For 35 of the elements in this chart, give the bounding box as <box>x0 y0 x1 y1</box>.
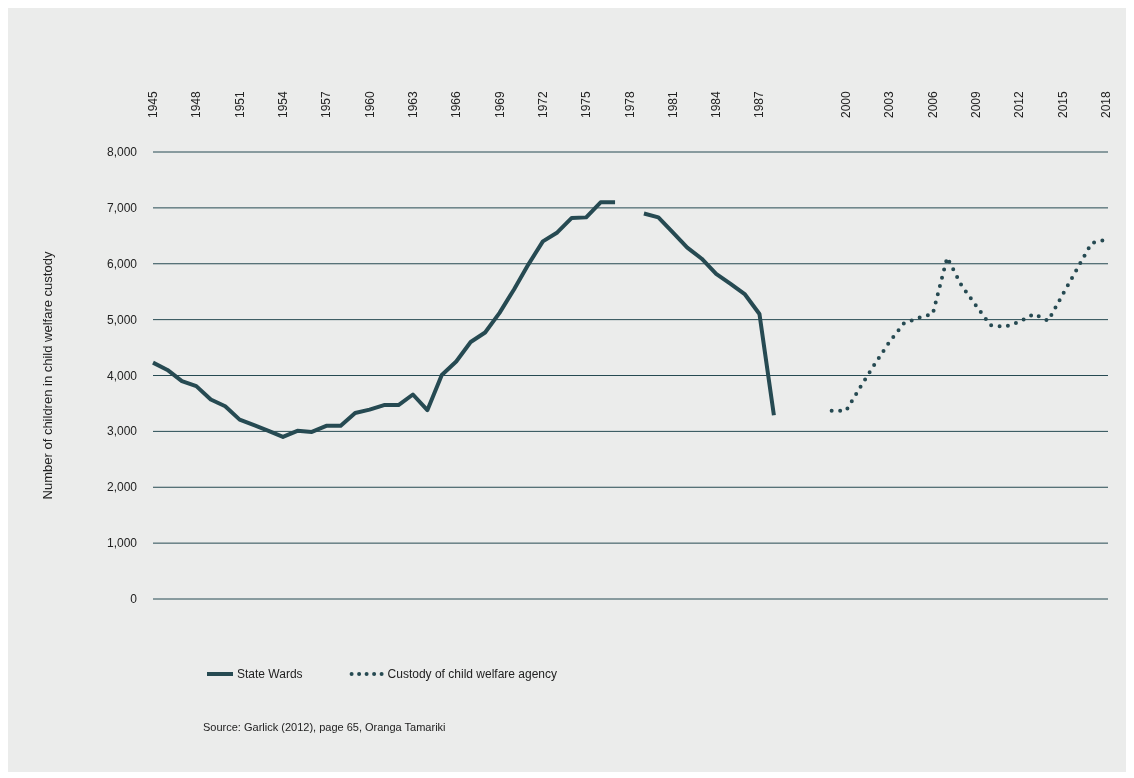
x-tick-label: 1987 <box>752 90 767 118</box>
x-tick-label: 2003 <box>882 90 897 118</box>
y-tick-label: 3,000 <box>106 424 138 439</box>
x-tick-label: 1978 <box>622 90 637 118</box>
x-tick-label: 2018 <box>1099 90 1113 118</box>
y-tick-label: 2,000 <box>106 480 138 495</box>
y-tick-label: 4,000 <box>106 368 138 383</box>
x-tick-label: 1960 <box>362 90 377 118</box>
x-tick-label: 1951 <box>232 90 247 118</box>
x-tick-label: 1945 <box>146 90 160 118</box>
x-tick-label: 1969 <box>492 90 507 118</box>
x-tick-label: 2006 <box>925 90 940 118</box>
x-tick-label: 2000 <box>839 90 854 118</box>
x-tick-label: 2012 <box>1012 90 1027 118</box>
x-tick-label: 1972 <box>535 90 550 118</box>
x-tick-label: 1966 <box>449 90 464 118</box>
y-tick-label: 8,000 <box>106 145 138 159</box>
x-tick-label: 1975 <box>579 90 594 118</box>
y-axis-title: Number of children in child welfare custody <box>40 251 55 500</box>
y-tick-label: 0 <box>130 592 138 606</box>
x-tick-label: 1984 <box>709 90 724 118</box>
x-tick-label: 1981 <box>665 90 680 118</box>
x-tick-label: 1948 <box>189 90 204 118</box>
x-tick-label: 1954 <box>275 90 290 118</box>
x-tick-label: 1963 <box>405 90 420 118</box>
x-tick-label: 1957 <box>319 90 334 118</box>
y-tick-label: 6,000 <box>106 256 138 271</box>
source-note: Source: Garlick (2012), page 65, Oranga Tamariki <box>203 721 446 733</box>
legend-label: State Wards <box>237 667 303 681</box>
legend-label: Custody of child welfare agency <box>387 667 558 681</box>
x-tick-label: 2015 <box>1055 90 1070 118</box>
y-tick-label: 5,000 <box>106 312 138 327</box>
y-tick-label: 7,000 <box>106 200 138 215</box>
y-tick-label: 1,000 <box>106 536 138 551</box>
x-tick-label: 2009 <box>969 90 984 118</box>
